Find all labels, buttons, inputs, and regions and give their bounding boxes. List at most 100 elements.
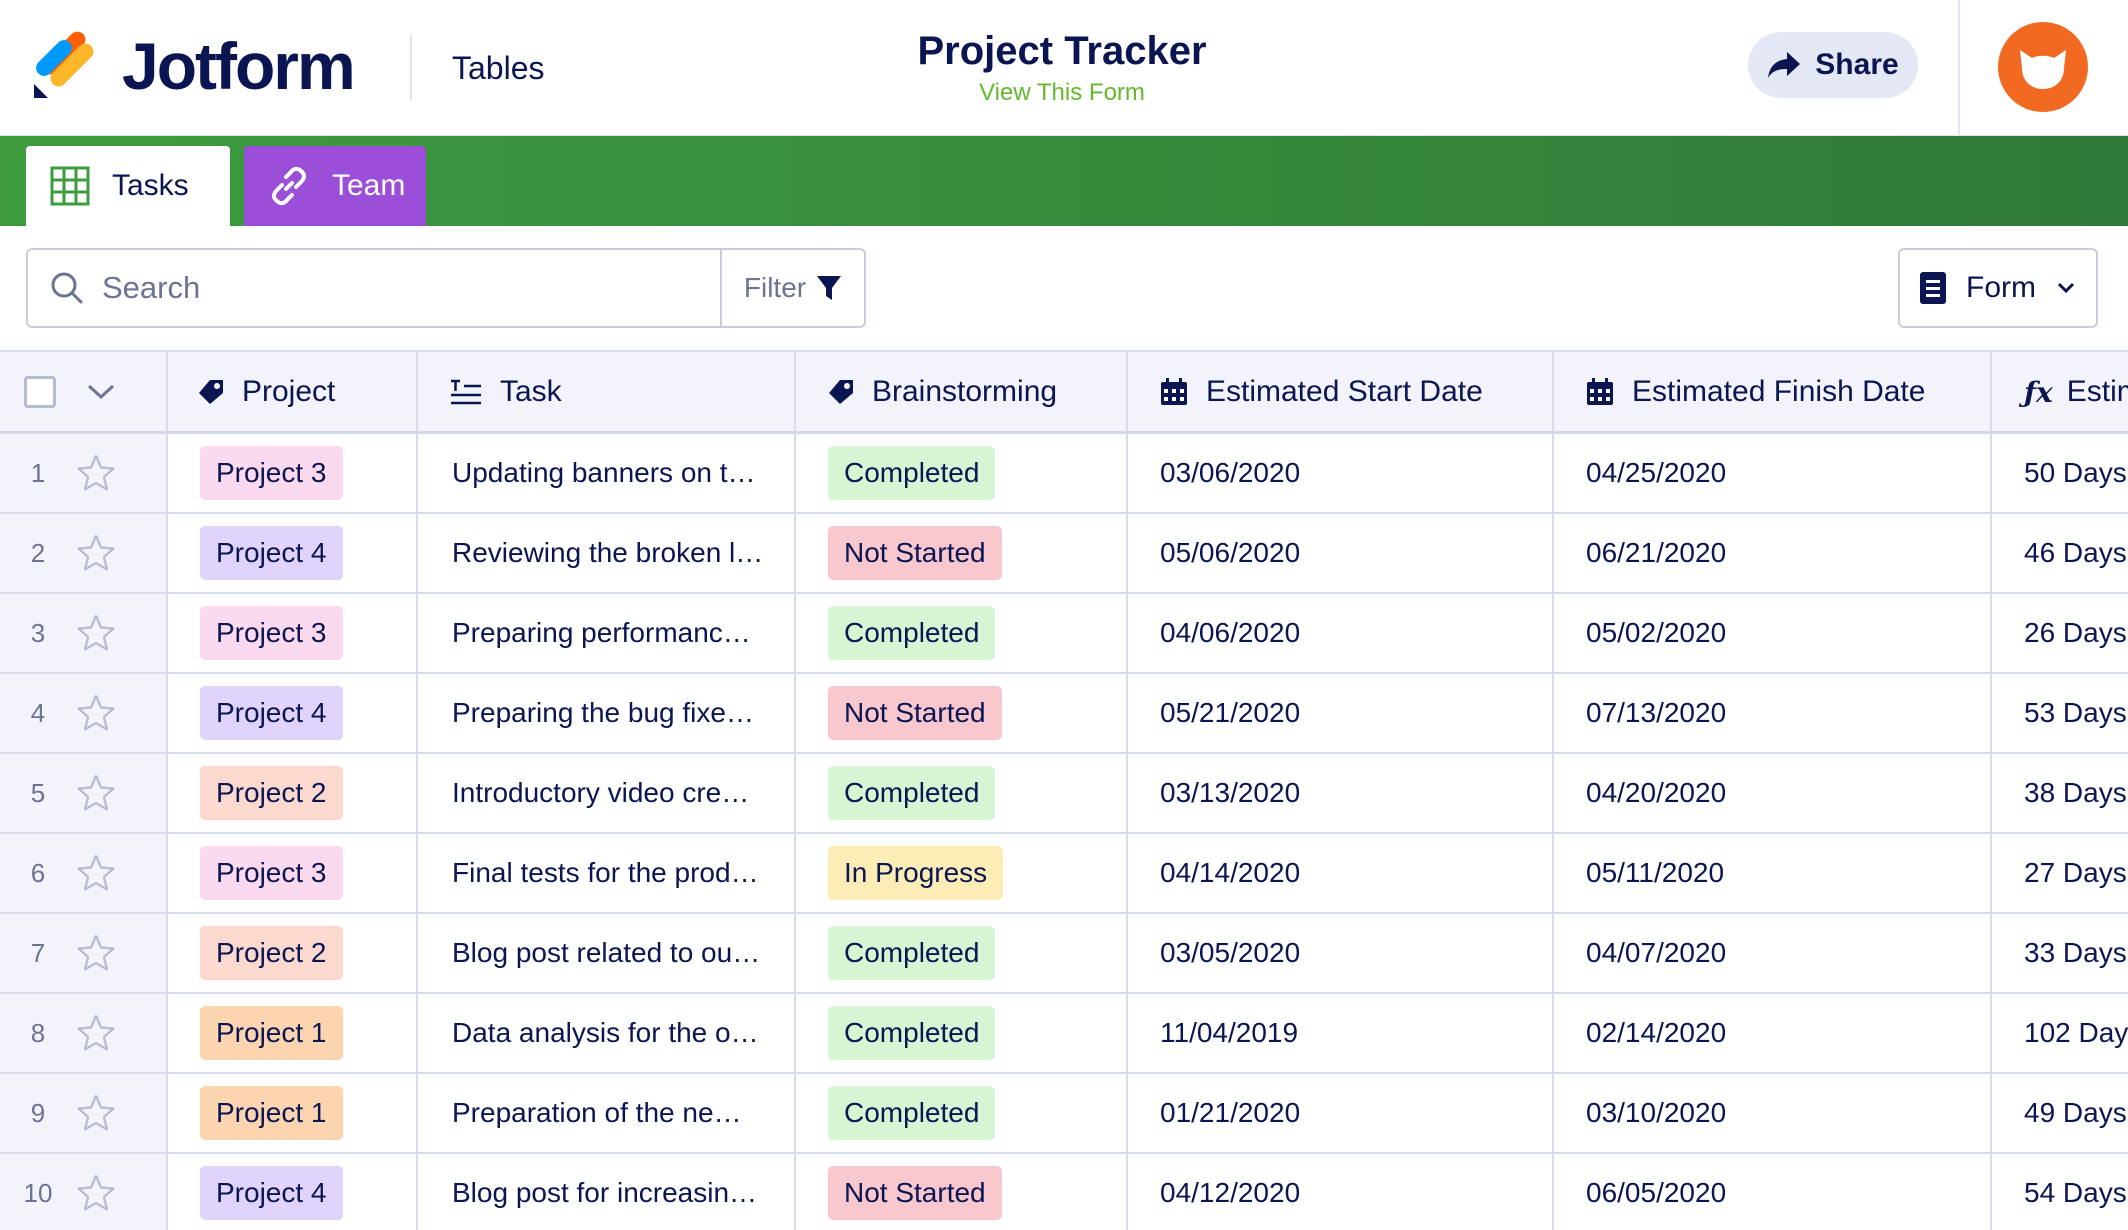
start-date-cell[interactable]: 04/12/2020 <box>1128 1154 1554 1230</box>
project-cell[interactable]: Project 3 <box>168 594 418 672</box>
row-header: 3 <box>0 594 168 672</box>
finish-date-cell[interactable]: 06/05/2020 <box>1554 1154 1992 1230</box>
select-all-checkbox[interactable] <box>24 376 56 408</box>
estimate-cell[interactable]: 46 Days <box>1992 514 2128 592</box>
estimate-cell[interactable]: 102 Days <box>1992 994 2128 1072</box>
start-date-cell[interactable]: 05/06/2020 <box>1128 514 1554 592</box>
status-cell[interactable]: Completed <box>796 754 1128 832</box>
start-date-cell[interactable]: 04/14/2020 <box>1128 834 1554 912</box>
project-cell[interactable]: Project 4 <box>168 674 418 752</box>
task-cell[interactable]: Reviewing the broken l… <box>418 514 796 592</box>
start-date-cell[interactable]: 03/06/2020 <box>1128 434 1554 512</box>
status-cell[interactable]: In Progress <box>796 834 1128 912</box>
project-cell[interactable]: Project 3 <box>168 434 418 512</box>
table-row[interactable]: 2 Project 4 Reviewing the broken l… Not Sta… <box>0 514 2128 594</box>
task-cell[interactable]: Preparing performanc… <box>418 594 796 672</box>
estimate-cell[interactable]: 27 Days <box>1992 834 2128 912</box>
filter-button[interactable]: Filter <box>720 248 866 328</box>
start-date-cell[interactable]: 03/13/2020 <box>1128 754 1554 832</box>
table-row[interactable]: 8 Project 1 Data analysis for the o… Comple… <box>0 994 2128 1074</box>
search-input[interactable] <box>100 269 700 307</box>
column-header-project[interactable]: Project <box>168 352 418 432</box>
finish-date-cell[interactable]: 06/21/2020 <box>1554 514 1992 592</box>
star-icon[interactable] <box>76 1093 116 1133</box>
table-row[interactable]: 1 Project 3 Updating banners on t… Complete… <box>0 434 2128 514</box>
task-cell[interactable]: Updating banners on t… <box>418 434 796 512</box>
star-icon[interactable] <box>76 853 116 893</box>
project-cell[interactable]: Project 4 <box>168 1154 418 1230</box>
table-row[interactable]: 6 Project 3 Final tests for the prod… In Pr… <box>0 834 2128 914</box>
column-header-start-date[interactable]: Estimated Start Date <box>1128 352 1554 432</box>
project-cell[interactable]: Project 4 <box>168 514 418 592</box>
task-cell[interactable]: Final tests for the prod… <box>418 834 796 912</box>
share-button[interactable]: Share <box>1748 32 1918 98</box>
status-cell[interactable]: Completed <box>796 434 1128 512</box>
status-cell[interactable]: Completed <box>796 1074 1128 1152</box>
table-row[interactable]: 3 Project 3 Preparing performanc… Completed… <box>0 594 2128 674</box>
start-date-cell[interactable]: 04/06/2020 <box>1128 594 1554 672</box>
star-icon[interactable] <box>76 693 116 733</box>
form-dropdown-button[interactable]: Form <box>1898 248 2098 328</box>
task-cell[interactable]: Preparation of the ne… <box>418 1074 796 1152</box>
star-icon[interactable] <box>76 1173 116 1213</box>
table-row[interactable]: 4 Project 4 Preparing the bug fixe… Not Sta… <box>0 674 2128 754</box>
table-row[interactable]: 10 Project 4 Blog post for increasin… Not S… <box>0 1154 2128 1230</box>
estimate-cell[interactable]: 38 Days <box>1992 754 2128 832</box>
project-cell[interactable]: Project 1 <box>168 1074 418 1152</box>
estimate-cell[interactable]: 49 Days <box>1992 1074 2128 1152</box>
star-icon[interactable] <box>76 453 116 493</box>
status-cell[interactable]: Not Started <box>796 1154 1128 1230</box>
start-date-cell[interactable]: 03/05/2020 <box>1128 914 1554 992</box>
task-cell[interactable]: Introductory video cre… <box>418 754 796 832</box>
finish-date-cell[interactable]: 05/11/2020 <box>1554 834 1992 912</box>
finish-date-cell[interactable]: 07/13/2020 <box>1554 674 1992 752</box>
estimate-cell[interactable]: 54 Days <box>1992 1154 2128 1230</box>
column-header-task[interactable]: Task <box>418 352 796 432</box>
finish-date-cell[interactable]: 03/10/2020 <box>1554 1074 1992 1152</box>
tab-team[interactable]: Team <box>244 146 426 226</box>
project-cell[interactable]: Project 2 <box>168 914 418 992</box>
column-header-brainstorming[interactable]: Brainstorming <box>796 352 1128 432</box>
project-cell[interactable]: Project 1 <box>168 994 418 1072</box>
estimate-cell[interactable]: 26 Days <box>1992 594 2128 672</box>
estimate-cell[interactable]: 50 Days <box>1992 434 2128 512</box>
status-cell[interactable]: Not Started <box>796 674 1128 752</box>
start-date-cell[interactable]: 05/21/2020 <box>1128 674 1554 752</box>
column-header-estimate[interactable]: ƒx Estim <box>1992 352 2128 432</box>
finish-date-cell[interactable]: 05/02/2020 <box>1554 594 1992 672</box>
status-badge: Not Started <box>828 1166 1002 1220</box>
avatar[interactable] <box>1998 22 2088 112</box>
row-header: 2 <box>0 514 168 592</box>
star-icon[interactable] <box>76 933 116 973</box>
start-date-cell[interactable]: 01/21/2020 <box>1128 1074 1554 1152</box>
star-icon[interactable] <box>76 613 116 653</box>
status-cell[interactable]: Completed <box>796 594 1128 672</box>
product-name[interactable]: Tables <box>452 50 545 86</box>
star-icon[interactable] <box>76 1013 116 1053</box>
project-cell[interactable]: Project 3 <box>168 834 418 912</box>
estimate-cell[interactable]: 53 Days <box>1992 674 2128 752</box>
status-cell[interactable]: Not Started <box>796 514 1128 592</box>
finish-date-cell[interactable]: 02/14/2020 <box>1554 994 1992 1072</box>
table-row[interactable]: 7 Project 2 Blog post related to ou… Comple… <box>0 914 2128 994</box>
table-row[interactable]: 5 Project 2 Introductory video cre… Complet… <box>0 754 2128 834</box>
estimate-cell[interactable]: 33 Days <box>1992 914 2128 992</box>
table-row[interactable]: 9 Project 1 Preparation of the ne… Complete… <box>0 1074 2128 1154</box>
finish-date-cell[interactable]: 04/20/2020 <box>1554 754 1992 832</box>
column-header-finish-date[interactable]: Estimated Finish Date <box>1554 352 1992 432</box>
project-cell[interactable]: Project 2 <box>168 754 418 832</box>
tab-tasks[interactable]: Tasks <box>26 146 230 226</box>
finish-date-cell[interactable]: 04/07/2020 <box>1554 914 1992 992</box>
task-cell[interactable]: Preparing the bug fixe… <box>418 674 796 752</box>
chevron-down-icon[interactable] <box>86 383 116 401</box>
star-icon[interactable] <box>76 773 116 813</box>
star-icon[interactable] <box>76 533 116 573</box>
finish-date-cell[interactable]: 04/25/2020 <box>1554 434 1992 512</box>
start-date-cell[interactable]: 11/04/2019 <box>1128 994 1554 1072</box>
view-form-link[interactable]: View This Form <box>979 79 1145 106</box>
status-cell[interactable]: Completed <box>796 994 1128 1072</box>
task-cell[interactable]: Blog post for increasin… <box>418 1154 796 1230</box>
status-cell[interactable]: Completed <box>796 914 1128 992</box>
task-cell[interactable]: Data analysis for the o… <box>418 994 796 1072</box>
task-cell[interactable]: Blog post related to ou… <box>418 914 796 992</box>
